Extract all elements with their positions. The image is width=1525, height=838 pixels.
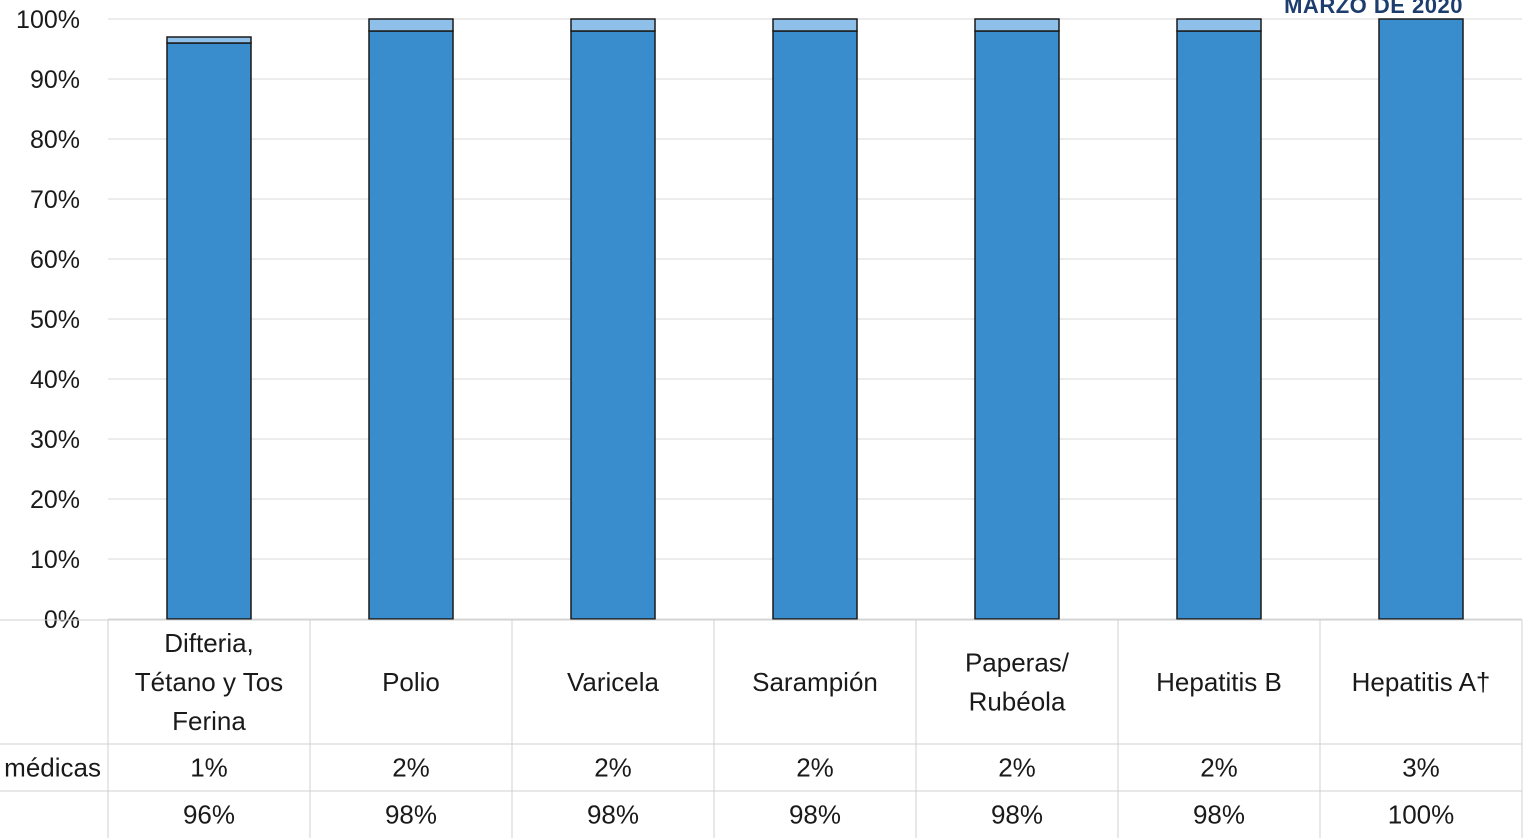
data-label: 98% [385, 800, 437, 830]
bar-segment-top [368, 18, 454, 32]
data-table: Difteria, Tétano y Tos Ferina Polio Varicela… [0, 619, 1523, 838]
bar-segment-main [166, 42, 252, 620]
category-label: Hepatitis A† [1352, 667, 1491, 697]
y-tick-label: 30% [30, 426, 80, 454]
category-label: Varicela [567, 667, 660, 697]
category-label: Tétano y Tos [135, 667, 283, 697]
y-tick-label: 40% [30, 366, 80, 394]
data-label: 2% [392, 753, 430, 783]
y-axis-ticks: 0%10%20%30%40%50%60%70%80%90%100% [16, 6, 80, 634]
bar-segment-main [1176, 30, 1262, 620]
data-label: 98% [789, 800, 841, 830]
y-tick-label: 90% [30, 66, 80, 94]
y-tick-label: 100% [16, 6, 80, 34]
category-label: Rubéola [969, 687, 1066, 717]
data-label: 2% [796, 753, 834, 783]
y-tick-label: 50% [30, 306, 80, 334]
category-label: Sarampión [752, 667, 878, 697]
table-row-label: médicas [4, 753, 101, 783]
bar-segment-main [974, 30, 1060, 620]
category-label: Paperas/ [965, 648, 1070, 678]
data-label: 96% [183, 800, 235, 830]
data-label: 98% [1193, 800, 1245, 830]
category-label: Difteria, [164, 628, 254, 658]
data-label: 98% [587, 800, 639, 830]
bar-segment-top [772, 18, 858, 32]
data-label: 100% [1388, 800, 1455, 830]
data-label: 2% [998, 753, 1036, 783]
data-label: 98% [991, 800, 1043, 830]
bar-segment-main [1378, 18, 1464, 620]
data-label: 1% [190, 753, 228, 783]
data-label: 2% [594, 753, 632, 783]
chart-date-header: MARZO DE 2020 [1284, 0, 1463, 18]
category-label: Ferina [172, 706, 246, 736]
bar-segment-main [570, 30, 656, 620]
y-tick-label: 60% [30, 246, 80, 274]
data-label: 3% [1402, 753, 1440, 783]
y-tick-label: 70% [30, 186, 80, 214]
bar-segment-top [1176, 18, 1262, 32]
bar-segment-main [772, 30, 858, 620]
data-label: 2% [1200, 753, 1238, 783]
category-label: Hepatitis B [1156, 667, 1282, 697]
bar-segment-top [974, 18, 1060, 32]
bar-segment-top [166, 36, 252, 44]
y-tick-label: 20% [30, 486, 80, 514]
bar-segment-main [368, 30, 454, 620]
y-tick-label: 80% [30, 126, 80, 154]
y-tick-label: 10% [30, 546, 80, 574]
bars [166, 18, 1464, 620]
bar-segment-top [570, 18, 656, 32]
category-label: Polio [382, 667, 440, 697]
